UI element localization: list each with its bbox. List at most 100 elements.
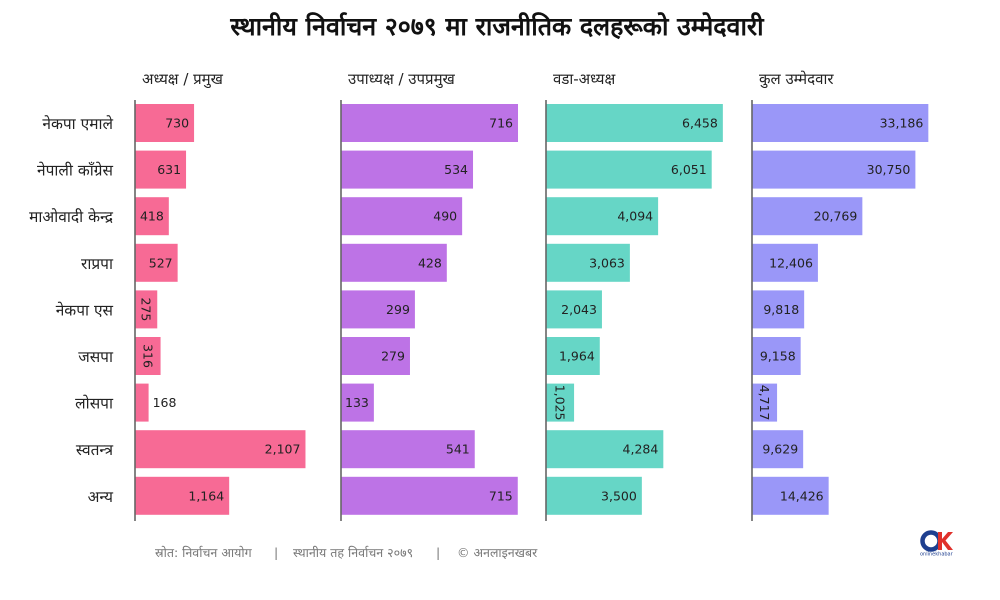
bar — [752, 150, 916, 189]
category-label: नेकपा एमाले — [42, 115, 113, 133]
series-name: अध्यक्ष / प्रमुख — [142, 70, 224, 89]
bar — [546, 290, 602, 329]
bar — [341, 150, 474, 189]
bar — [752, 337, 801, 375]
data-label: 299 — [386, 302, 410, 317]
data-label: 20,769 — [814, 209, 858, 224]
data-label: 490 — [433, 209, 457, 224]
category-label: जसपा — [78, 348, 114, 366]
data-label: 4,094 — [617, 209, 653, 224]
bar — [752, 243, 818, 282]
category-labels: नेकपा एमाले नेपाली काँग्रेस माओवादी केन्द्… — [29, 115, 114, 506]
data-label: 14,426 — [780, 488, 824, 503]
bar — [752, 383, 778, 422]
bar — [752, 290, 805, 329]
bar — [546, 476, 642, 515]
source-text: स्रोत: निर्वाचन आयोग — [155, 545, 253, 560]
category-label: नेपाली काँग्रेस — [37, 162, 114, 180]
bar — [546, 430, 664, 469]
panels: अध्यक्ष / प्रमुख 730 631 418 527 275 316 168 2,1… — [134, 70, 929, 521]
bar — [341, 476, 518, 515]
data-label: 715 — [489, 488, 513, 503]
data-label: 730 — [165, 116, 189, 131]
data-label: 2,107 — [265, 442, 301, 457]
bar — [341, 430, 475, 469]
bar — [752, 430, 804, 469]
data-label: 3,063 — [589, 255, 625, 270]
data-label: 12,406 — [769, 255, 813, 270]
data-label: 1,025 — [553, 385, 568, 421]
bar — [546, 197, 659, 236]
data-label: 418 — [140, 209, 164, 224]
data-label: 6,051 — [671, 162, 707, 177]
data-label: 9,629 — [762, 442, 798, 457]
bar — [135, 197, 169, 236]
series-name: उपाध्यक्ष / उपप्रमुख — [348, 70, 456, 89]
panel: उपाध्यक्ष / उपप्रमुख 716 534 490 428 299 279 13… — [340, 70, 519, 521]
bar — [546, 150, 712, 189]
category-label: स्वतन्त्र — [76, 441, 114, 459]
credit-text: © अनलाइनखबर — [457, 545, 538, 560]
bar — [546, 383, 575, 422]
bar — [135, 383, 149, 422]
bar — [135, 150, 187, 189]
panel: वडा-अध्यक्ष 6,458 6,051 4,094 3,063 2,043 1,96… — [545, 70, 723, 521]
bar — [752, 476, 829, 515]
panel: अध्यक्ष / प्रमुख 730 631 418 527 275 316 168 2,1… — [134, 70, 306, 521]
data-label: 9,818 — [763, 302, 799, 317]
series-name: कुल उम्मेदवार — [759, 70, 834, 89]
bar — [135, 243, 178, 282]
bar — [135, 430, 306, 469]
category-label: नेकपा एस — [56, 301, 114, 319]
data-label: 9,158 — [760, 349, 796, 364]
data-label: 428 — [418, 255, 442, 270]
bar — [546, 243, 630, 282]
bar — [135, 104, 195, 142]
data-label: 133 — [345, 395, 369, 410]
bar — [752, 197, 863, 236]
data-label: 4,284 — [623, 442, 659, 457]
data-label: 527 — [149, 255, 173, 270]
logo-wordmark: onlinekhabar — [920, 552, 954, 557]
footer-separator: | — [436, 545, 440, 560]
panel: कुल उम्मेदवार 33,186 30,750 20,769 12,406 9,8… — [751, 70, 929, 521]
data-label: 3,500 — [601, 488, 637, 503]
bar — [135, 290, 158, 329]
data-label: 168 — [153, 395, 177, 410]
category-label: राप्रपा — [81, 255, 114, 273]
data-label: 6,458 — [682, 116, 718, 131]
bar — [341, 104, 519, 142]
bar — [546, 337, 600, 375]
category-label: लोसपा — [75, 395, 114, 413]
category-label: अन्य — [88, 488, 114, 506]
data-label: 2,043 — [561, 302, 597, 317]
bar — [135, 337, 161, 375]
logo-mark-icon: onlinekhabar — [920, 530, 954, 558]
bar — [135, 476, 230, 515]
footer-separator: | — [274, 545, 278, 560]
data-label: 279 — [381, 349, 405, 364]
chart-title: स्थानीय निर्वाचन २०७९ मा राजनीतिक दलहरूक… — [229, 12, 765, 41]
bar — [341, 197, 463, 236]
data-label: 275 — [139, 297, 154, 321]
bar — [752, 104, 929, 142]
onlinekhabar-logo: onlinekhabar — [918, 530, 958, 558]
bar — [341, 383, 374, 422]
data-label: 1,964 — [559, 349, 595, 364]
data-label: 4,717 — [757, 385, 772, 421]
footer: स्रोत: निर्वाचन आयोग | स्थानीय तह निर्वा… — [155, 545, 538, 560]
data-label: 534 — [444, 162, 468, 177]
data-label: 1,164 — [188, 488, 224, 503]
data-label: 30,750 — [867, 162, 911, 177]
data-label: 631 — [157, 162, 181, 177]
bar — [546, 104, 723, 142]
election-text: स्थानीय तह निर्वाचन २०७९ — [293, 545, 413, 560]
data-label: 541 — [446, 442, 470, 457]
bar — [341, 243, 447, 282]
bar — [341, 290, 415, 329]
category-label: माओवादी केन्द्र — [29, 208, 114, 226]
data-label: 716 — [489, 116, 513, 131]
data-label: 316 — [140, 344, 155, 368]
series-name: वडा-अध्यक्ष — [553, 70, 615, 88]
